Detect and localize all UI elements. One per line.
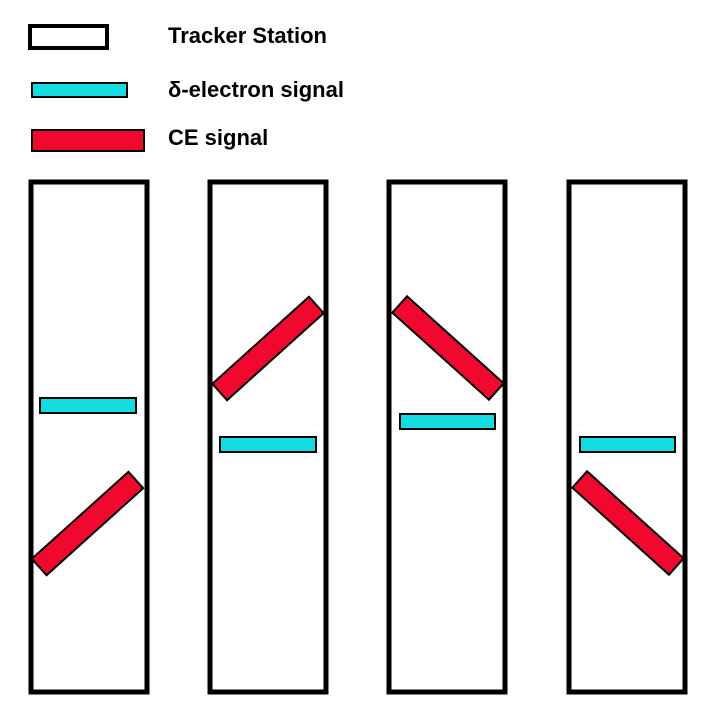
tracker-station-1 (28, 179, 150, 695)
ce-signal (30, 470, 145, 577)
ce-signal (210, 295, 326, 402)
delta-electron-signal (219, 436, 317, 453)
legend-swatch-tracker-station (28, 24, 109, 50)
legend-label-delta-electron-signal: δ-electron signal (168, 77, 344, 102)
legend-label-ce-signal: CE signal (168, 125, 269, 150)
ce-signal (390, 294, 506, 402)
ce-signal (570, 469, 686, 577)
tracker-station-3 (386, 179, 508, 695)
tracker-station-frame (386, 179, 508, 695)
legend-swatch-delta-electron (31, 82, 128, 98)
tracker-station-4 (566, 179, 688, 695)
delta-electron-signal (579, 436, 676, 453)
delta-electron-signal (39, 397, 137, 414)
legend-swatch-ce (31, 129, 145, 152)
legend-label-tracker-station: Tracker Station (168, 23, 327, 48)
delta-electron-signal (399, 413, 496, 430)
tracker-station-2 (207, 179, 329, 695)
tracker-station-frame (28, 179, 150, 695)
